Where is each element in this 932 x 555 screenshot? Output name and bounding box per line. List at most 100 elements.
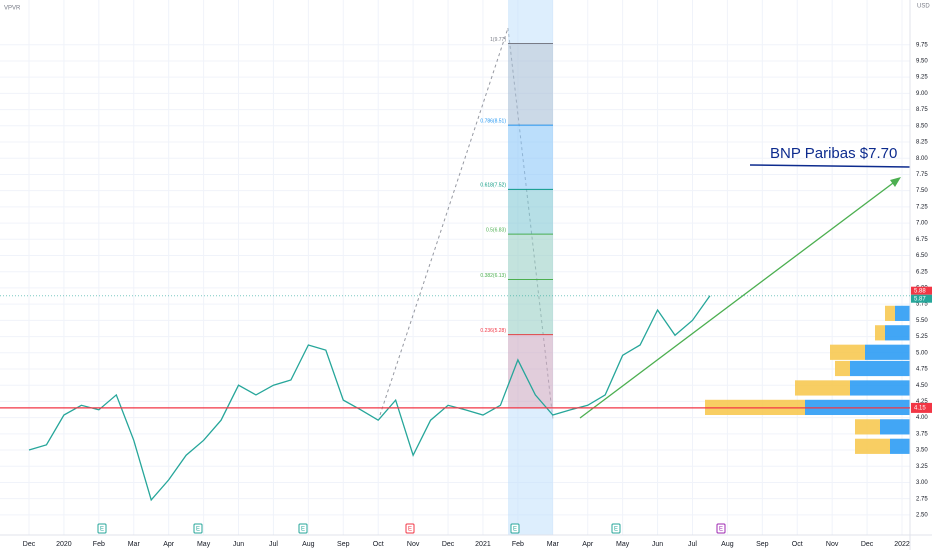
event-marker <box>611 523 621 534</box>
x-tick-label: Oct <box>373 541 384 548</box>
event-label: E <box>301 527 305 533</box>
fib-zone <box>508 279 553 335</box>
x-tick-label: Nov <box>826 541 839 548</box>
fib-label: 0.382(6.13) <box>480 273 506 279</box>
price-line <box>28 295 711 502</box>
price-tag-label: 5.87 <box>914 296 926 302</box>
fib-trend <box>379 27 509 416</box>
fib-zone <box>508 334 553 408</box>
vp-down <box>835 360 850 377</box>
vp-down <box>795 380 850 396</box>
annotation-underline <box>749 164 911 168</box>
fib-label: 0.5(6.83) <box>486 227 506 233</box>
x-tick-label: Oct <box>792 541 803 548</box>
y-tick-label: 4.50 <box>916 383 928 389</box>
y-tick-label: 8.25 <box>916 140 928 146</box>
price-tag <box>911 294 932 303</box>
y-tick-label: 5.25 <box>916 334 928 340</box>
x-tick-label: Aug <box>302 541 315 548</box>
vp-up <box>880 419 910 435</box>
y-tick-label: 5.75 <box>916 302 928 308</box>
event-label: E <box>408 527 412 533</box>
x-tick-label: Sep <box>337 541 350 548</box>
x-tick-label: Jun <box>652 541 663 548</box>
x-tick-label: Mar <box>547 541 560 548</box>
y-tick-label: 9.75 <box>916 42 928 48</box>
fib-zone <box>508 234 553 280</box>
y-tick-label: 4.75 <box>916 367 928 373</box>
x-tick-label: 2022 <box>894 541 910 548</box>
vp-up <box>885 325 910 341</box>
price-tag <box>911 286 932 295</box>
x-tick-label: Dec <box>23 541 36 548</box>
event-label: E <box>513 527 517 533</box>
event-label: E <box>100 527 104 533</box>
currency-label: USD <box>917 4 930 10</box>
x-tick-label: Jun <box>233 541 244 548</box>
event-marker <box>97 523 107 534</box>
x-tick-label: Jul <box>688 541 697 548</box>
event-label: E <box>614 527 618 533</box>
x-tick-label: Jul <box>269 541 278 548</box>
vp-down <box>885 305 895 321</box>
grid <box>0 0 910 535</box>
y-tick-label: 3.50 <box>916 448 928 454</box>
event-marker <box>298 523 308 534</box>
y-tick-label: 6.75 <box>916 237 928 243</box>
x-tick-label: Nov <box>407 541 420 548</box>
fib-label: 0.786(8.51) <box>480 118 506 124</box>
vp-up <box>850 380 910 396</box>
y-tick-label: 3.75 <box>916 431 928 437</box>
event-label: E <box>196 527 200 533</box>
x-tick-label: Feb <box>93 541 105 548</box>
event-marker <box>405 523 415 534</box>
y-tick-label: 7.25 <box>916 204 928 210</box>
y-tick-label: 3.00 <box>916 480 928 486</box>
y-tick-label: 2.50 <box>916 512 928 518</box>
y-tick-label: 2.75 <box>916 496 928 502</box>
y-tick-label: 8.50 <box>916 123 928 129</box>
vp-down <box>830 344 865 360</box>
indicator-label: VPVR <box>4 6 21 12</box>
y-tick-label: 8.75 <box>916 107 928 113</box>
x-tick-label: Feb <box>512 541 524 548</box>
x-tick-label: Dec <box>442 541 455 548</box>
x-tick-label: May <box>616 541 630 548</box>
event-marker <box>716 523 726 534</box>
fib-retracement: 0.236(5.28) 0.382(6.13) 0.5(6.83) 0.618(7.5… <box>480 0 553 535</box>
price-tag-label: 4.15 <box>914 405 926 411</box>
x-tick-label: Apr <box>582 541 594 548</box>
y-tick-label: 7.00 <box>916 221 928 227</box>
x-tick-label: Mar <box>128 541 141 548</box>
x-tick-label: 2021 <box>475 541 491 548</box>
y-tick-label: 5.50 <box>916 318 928 324</box>
y-tick-label: 7.75 <box>916 172 928 178</box>
x-tick-label: Sep <box>756 541 769 548</box>
y-tick-label: 9.50 <box>916 59 928 65</box>
y-tick-label: 5.00 <box>916 350 928 356</box>
y-tick-label: 7.50 <box>916 188 928 194</box>
plot <box>28 295 711 502</box>
vp-down <box>855 419 880 435</box>
y-tick-label: 6.50 <box>916 253 928 259</box>
fib-zone <box>508 189 553 235</box>
y-tick-label: 8.00 <box>916 156 928 162</box>
y-tick-label: 3.25 <box>916 464 928 470</box>
x-tick-label: Dec <box>861 541 874 548</box>
y-tick-label: 4.25 <box>916 399 928 405</box>
fib-zone <box>508 125 553 190</box>
price-tag-label: 5.88 <box>914 288 926 294</box>
x-tick-label: Apr <box>163 541 175 548</box>
price-tag <box>911 402 932 413</box>
y-tick-label: 6.25 <box>916 269 928 275</box>
x-tick-label: 2020 <box>56 541 72 548</box>
fib-label: 0.618(7.52) <box>480 183 506 189</box>
y-tick-label: 4.00 <box>916 415 928 421</box>
annotation: BNP Paribas $7.70 <box>770 145 897 162</box>
event-label: E <box>719 527 723 533</box>
vp-down <box>875 325 885 341</box>
event-marker <box>193 523 203 534</box>
y-tick-label: 9.00 <box>916 91 928 97</box>
vp-up <box>890 438 910 454</box>
